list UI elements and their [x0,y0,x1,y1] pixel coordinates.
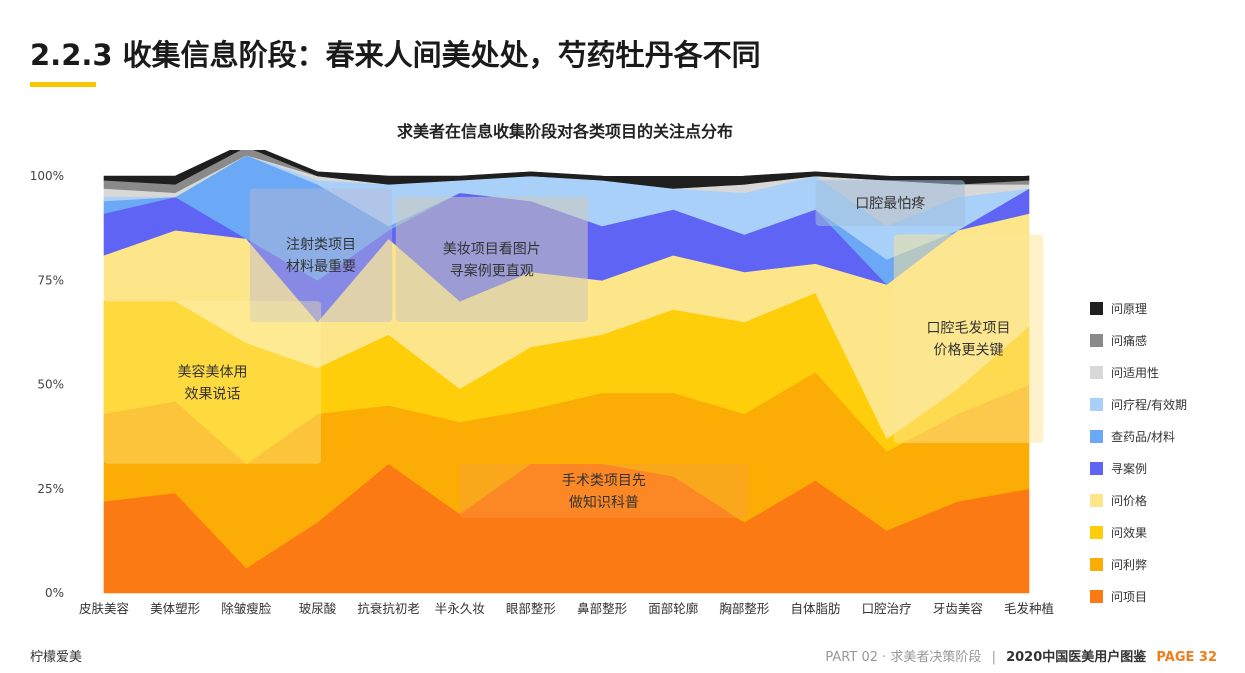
x-tick-label: 牙齿美容 [933,601,983,616]
area-series-9 [103,150,1030,189]
legend-item: 问项目 [1090,580,1187,612]
legend-swatch [1090,397,1103,411]
stacked-area-chart: 注射类项目材料最重要 美妆项目看图片寻案例更直观美容美体用效果说话手术类项目先做知… [30,150,1054,616]
footer-info: PART 02 · 求美者决策阶段 | 2020中国医美用户图鉴 PAGE 32 [825,646,1217,665]
annotation-box-2 [104,301,322,464]
title-underline [30,82,96,87]
annotation-label-3: 手术类项目先做知识科普 [562,473,646,511]
x-tick-label: 抗衰抗初老 [357,601,420,616]
x-tick-label: 半永久妆 [435,601,485,616]
y-tick-label: 25% [37,482,64,496]
footer-book-title: 2020中国医美用户图鉴 [1006,650,1147,665]
legend-label: 问痛感 [1111,333,1148,348]
page-title: 2.2.3 收集信息阶段：春来人间美处处，芍药牡丹各不同 [30,38,761,72]
y-tick-label: 0% [45,586,64,600]
annotation-label-0: 注射类项目材料最重要 [286,237,356,275]
legend-label: 问原理 [1111,301,1148,316]
legend-item: 问痛感 [1090,324,1187,356]
legend-label: 问效果 [1111,525,1148,540]
x-tick-label: 面部轮廓 [648,601,698,616]
x-tick-label: 毛发种植 [1004,601,1054,616]
legend-item: 寻案例 [1090,452,1187,484]
legend-item: 问适用性 [1090,356,1187,388]
annotation-label-2: 美容美体用效果说话 [178,363,248,402]
x-tick-label: 自体脂肪 [791,601,841,616]
x-tick-label: 口腔治疗 [862,601,912,616]
x-tick-label: 皮肤美容 [79,601,129,616]
legend-item: 问价格 [1090,484,1187,516]
footer-brand: 柠檬爱美 [30,650,83,665]
legend-item: 问疗程/有效期 [1090,388,1187,420]
legend-swatch [1090,365,1103,379]
x-tick-label: 美体塑形 [150,601,201,616]
legend-swatch [1090,493,1103,507]
annotation-box-4 [815,180,965,227]
legend-item: 查药品/材料 [1090,420,1187,452]
legend-swatch [1090,429,1103,443]
chart-legend: 问原理问痛感问适用性问疗程/有效期 查药品/材料 寻案例问价格问效果问利弊问项目 [1090,292,1187,612]
legend-label: 问疗程/有效期 [1111,397,1188,412]
footer-page-number: PAGE 32 [1156,650,1217,665]
legend-label: 寻案例 [1111,461,1148,476]
x-tick-label: 玻尿酸 [299,601,337,616]
legend-item: 问效果 [1090,516,1187,548]
legend-label: 问利弊 [1111,557,1148,572]
annotation-box-5 [893,234,1044,443]
legend-swatch [1090,333,1103,347]
x-tick-label: 鼻部整形 [577,601,628,616]
legend-item: 问原理 [1090,292,1187,324]
annotation-label-1: 美妆项目看图片寻案例更直观 [443,241,541,279]
legend-swatch [1090,461,1103,475]
legend-label: 问价格 [1111,493,1148,508]
legend-label: 问适用性 [1111,365,1160,380]
y-tick-label: 100% [30,169,64,183]
annotation-label-5: 口腔毛发项目价格更关键 [927,321,1011,359]
legend-swatch [1090,589,1103,603]
x-tick-label: 除皱瘦脸 [221,601,272,616]
x-tick-label: 眼部整形 [506,601,557,616]
chart-title: 求美者在信息收集阶段对各类项目的关注点分布 [396,122,733,141]
footer-part: PART 02 · 求美者决策阶段 [825,650,982,665]
annotation-box-0 [249,188,393,322]
annotation-box-1 [395,196,588,322]
y-tick-label: 50% [37,378,64,392]
footer-separator: | [991,650,996,665]
legend-label: 问项目 [1111,589,1148,604]
annotation-box-3 [459,463,748,518]
annotation-label-4: 口腔最怕疼 [855,196,925,212]
legend-swatch [1090,557,1103,571]
legend-swatch [1090,301,1103,315]
legend-swatch [1090,525,1103,539]
x-tick-label: 胸部整形 [719,601,770,616]
legend-label: 查药品/材料 [1111,429,1176,444]
legend-item: 问利弊 [1090,548,1187,580]
y-tick-label: 75% [37,273,64,287]
